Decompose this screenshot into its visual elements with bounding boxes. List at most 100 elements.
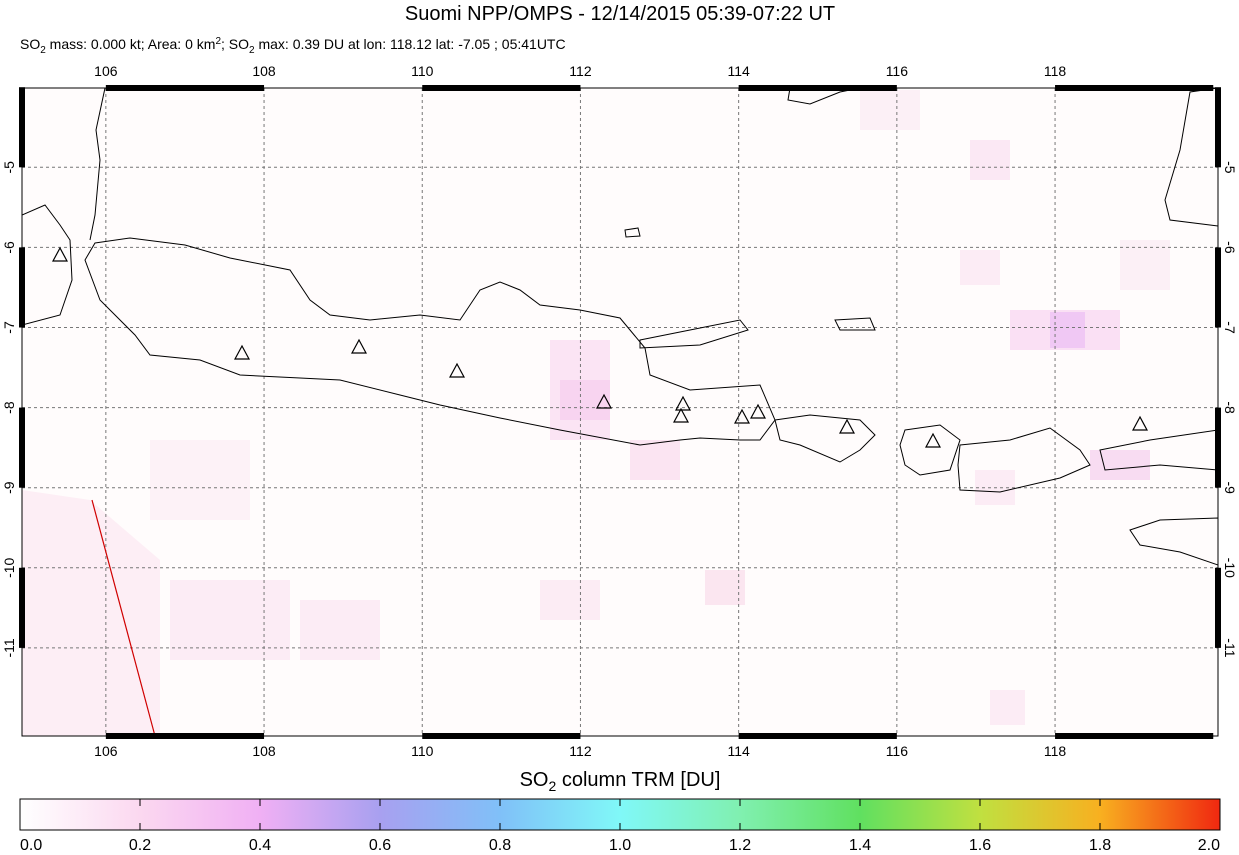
border-band [1215, 407, 1221, 488]
colorbar-tick-label: 1.4 [849, 837, 871, 854]
volcano [674, 395, 692, 411]
volcano [448, 362, 466, 378]
subtitle-sub: 2 [40, 45, 46, 56]
subtitle-part: ; SO [221, 36, 249, 52]
cell [150, 440, 250, 520]
volcano [51, 246, 69, 262]
colorbar-tick-label: 1.8 [1089, 837, 1111, 854]
y-tick-label: -11 [1, 638, 17, 657]
coastlines [22, 88, 1218, 566]
cell [1050, 312, 1085, 348]
coast-lombok [899, 424, 961, 476]
colorbar-tick-label: 1.0 [609, 837, 631, 854]
colorbar-tick-label: 0.8 [489, 837, 511, 854]
colorbar-tick-label: 0.0 [20, 837, 42, 854]
border-band [1055, 85, 1214, 91]
colorbar-title-part: column TRM [DU] [556, 769, 720, 791]
volcano [233, 344, 251, 360]
coast-flores [1099, 429, 1218, 471]
coast-java [84, 237, 776, 446]
y-tick-label: -8 [1, 401, 17, 414]
y-tick-label: -5 [1222, 161, 1238, 174]
border-band [19, 407, 25, 488]
y-tick-label: -5 [1, 161, 17, 174]
volcano [749, 403, 767, 419]
y-tick-label: -8 [1222, 401, 1238, 414]
subtitle-part: mass: 0.000 kt; Area: 0 km [46, 36, 216, 52]
volcano [733, 408, 751, 424]
map-border [19, 85, 1221, 739]
x-tick-label: 110 [411, 743, 434, 759]
border-band [19, 87, 25, 168]
cell [1120, 240, 1170, 290]
x-tick-label: 108 [252, 743, 276, 759]
volcanoes [51, 246, 1149, 448]
orbit-edge [91, 499, 156, 737]
y-tick-label: -10 [1, 557, 17, 577]
colorbar-ticks: 0.0 0.2 0.4 0.6 0.8 1.0 1.2 1.4 1.6 1.8 2.0 [19, 799, 1221, 854]
cell [970, 140, 1010, 180]
y-tick-label: -9 [1, 481, 17, 494]
colorbar-tick-label: 0.2 [129, 837, 151, 854]
border-band [1215, 247, 1221, 328]
volcano [924, 432, 942, 448]
x-tick-label: 118 [1044, 63, 1067, 79]
x-tick-label: 106 [94, 63, 118, 79]
border-band [738, 733, 897, 739]
title: Suomi NPP/OMPS - 12/14/2015 05:39-07:22 … [405, 3, 835, 25]
coast-madura [639, 319, 749, 349]
border-band [105, 85, 265, 91]
cell [300, 600, 380, 660]
colorbar-tick-label: 1.2 [729, 837, 751, 854]
cell [1090, 450, 1150, 480]
y-tick-label: -7 [1222, 321, 1238, 334]
border-band [1215, 567, 1221, 648]
cell [630, 440, 680, 480]
border-band [738, 85, 897, 91]
cell [540, 580, 600, 620]
volcano [595, 393, 613, 409]
cell [860, 90, 920, 130]
coast-sumba [1129, 517, 1218, 566]
subtitle-sub: 2 [249, 45, 255, 56]
subtitle-part: SO [20, 36, 40, 52]
coast-sumatra [22, 88, 106, 326]
grid [22, 88, 1218, 736]
x-tick-label: 114 [727, 63, 750, 79]
coast-islet [624, 227, 876, 331]
colorbar-title-part: SO [520, 769, 549, 791]
tick-labels: 106 106 108 108 110 110 112 112 114 114 116 116 118 1… [1, 63, 1238, 759]
so2-cells [22, 90, 1170, 736]
x-tick-label: 116 [886, 743, 909, 759]
y-tick-label: -11 [1222, 638, 1238, 657]
x-tick-label: 116 [886, 63, 909, 79]
colorbar-title-sub: 2 [549, 778, 557, 794]
cell [560, 380, 610, 420]
border-band [19, 247, 25, 328]
y-tick-label: -7 [1, 321, 17, 334]
x-tick-label: 114 [727, 743, 750, 759]
cell [960, 250, 1000, 285]
colorbar-tick-label: 0.4 [249, 837, 271, 854]
x-tick-label: 110 [411, 63, 434, 79]
volcano [672, 407, 690, 423]
y-tick-label: -10 [1222, 558, 1238, 578]
y-tick-label: -9 [1222, 481, 1238, 494]
x-tick-label: 112 [569, 743, 592, 759]
coast-sumbawa [957, 427, 1091, 493]
volcano [1131, 415, 1149, 431]
colorbar-tick-label: 0.6 [369, 837, 391, 854]
border-band [1055, 733, 1214, 739]
x-tick-label: 118 [1044, 743, 1067, 759]
colorbar-tick-label: 1.6 [969, 837, 991, 854]
border-band [1215, 87, 1221, 168]
border-band [105, 733, 265, 739]
border-band [422, 85, 581, 91]
subtitle-part: max: 0.39 DU at lon: 118.12 lat: -7.05 ;… [255, 36, 566, 52]
cell [170, 580, 290, 660]
colorbar-tick-label: 2.0 [1198, 837, 1220, 854]
x-tick-label: 106 [94, 743, 118, 759]
cell [990, 690, 1025, 725]
